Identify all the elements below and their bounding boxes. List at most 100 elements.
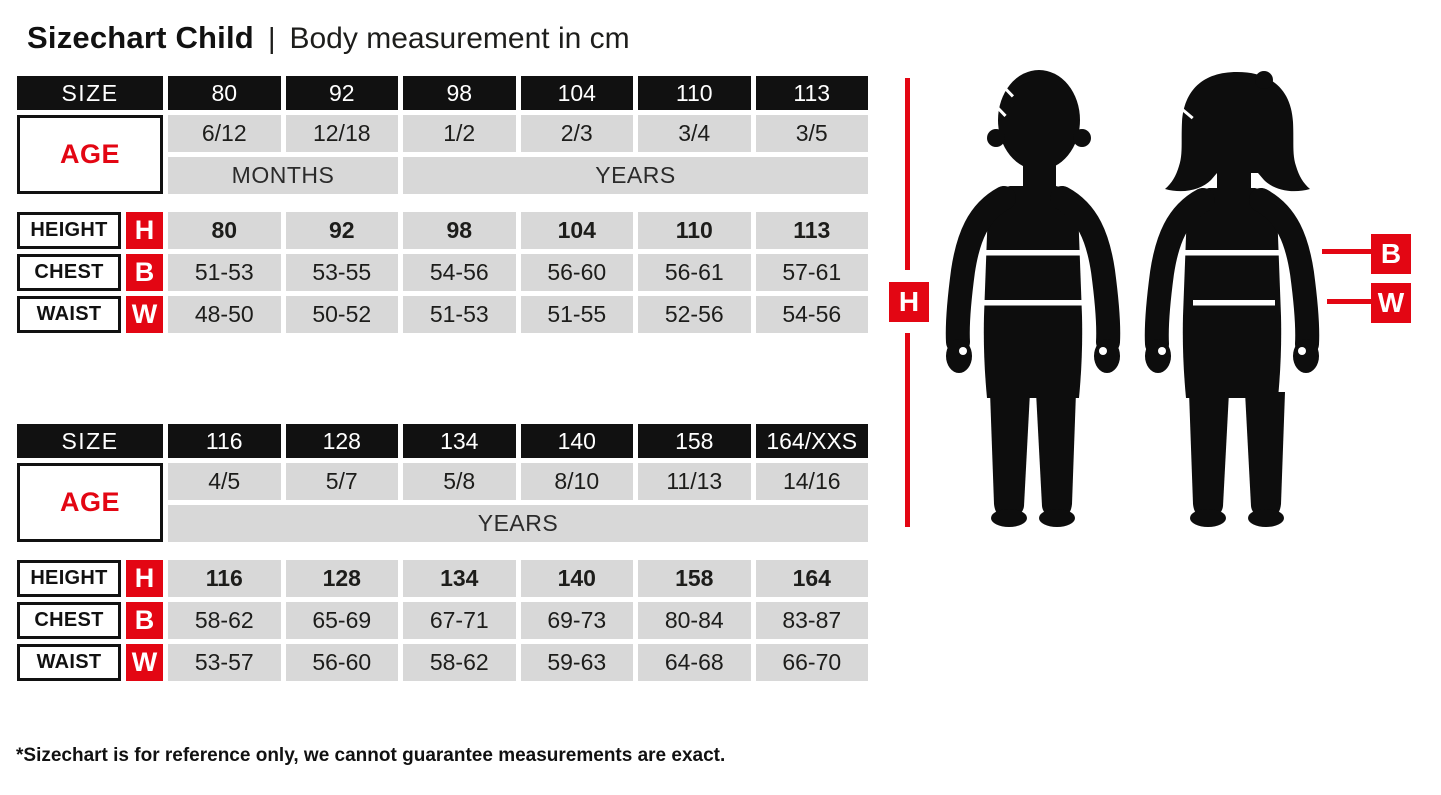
height-label: HEIGHT [17,212,121,249]
chest-abbr-badge: B [126,254,163,291]
height-measure-line-top [905,78,910,270]
age-value: 5/7 [285,463,398,500]
height-value: 158 [638,560,751,597]
height-row-label: HEIGHT H [17,212,163,249]
chest-value: 51-53 [168,254,281,291]
disclaimer-text: *Sizechart is for reference only, we can… [16,745,726,766]
size-value: 116 [168,424,281,458]
waist-value: 56-60 [285,644,398,681]
age-unit-years: YEARS [403,157,868,194]
waist-value: 66-70 [755,644,868,681]
size-table-small: SIZE 80 92 98 104 110 113 AGE 6/12 12/18… [17,76,868,333]
size-value: 164/XXS [755,424,868,458]
chest-label: CHEST [17,254,121,291]
size-value: 140 [520,424,633,458]
size-header-label: SIZE [17,424,163,458]
size-value: 128 [285,424,398,458]
chest-row-label: CHEST B [17,602,163,639]
age-value: 3/5 [755,115,868,152]
age-value: 4/5 [168,463,281,500]
waist-row-label: WAIST W [17,644,163,681]
chest-value: 57-61 [755,254,868,291]
page-header: Sizechart Child | Body measurement in cm [27,20,630,56]
chest-value: 56-60 [520,254,633,291]
size-value: 104 [520,76,633,110]
waist-value: 52-56 [638,296,751,333]
waist-value: 51-55 [520,296,633,333]
age-value: 14/16 [755,463,868,500]
chest-value: 58-62 [168,602,281,639]
age-value: 8/10 [520,463,633,500]
height-measure-badge: H [889,282,929,322]
size-value: 98 [403,76,516,110]
age-value: 6/12 [168,115,281,152]
height-value: 80 [168,212,281,249]
waist-row-label: WAIST W [17,296,163,333]
size-value: 134 [403,424,516,458]
height-value: 128 [285,560,398,597]
chest-value: 54-56 [403,254,516,291]
chest-value: 69-73 [520,602,633,639]
height-value: 92 [285,212,398,249]
age-header-label: AGE [17,115,163,194]
boy-silhouette-icon [945,70,1121,527]
height-value: 104 [520,212,633,249]
age-value: 11/13 [638,463,751,500]
height-value: 116 [168,560,281,597]
chest-value: 53-55 [285,254,398,291]
chest-measure-line [1322,249,1371,254]
height-abbr-badge: H [126,212,163,249]
height-value: 164 [755,560,868,597]
waist-value: 58-62 [403,644,516,681]
page-title: Sizechart Child [27,20,254,55]
age-unit-months: MONTHS [168,157,398,194]
age-value: 3/4 [638,115,751,152]
waist-value: 50-52 [285,296,398,333]
waist-value: 59-63 [520,644,633,681]
age-value: 2/3 [520,115,633,152]
chest-value: 83-87 [755,602,868,639]
waist-measure-badge: W [1371,283,1411,323]
age-value: 1/2 [403,115,516,152]
waist-label: WAIST [17,644,121,681]
chest-value: 80-84 [638,602,751,639]
girl-silhouette-icon [1144,71,1320,527]
age-value: 12/18 [285,115,398,152]
height-label: HEIGHT [17,560,121,597]
size-value: 110 [638,76,751,110]
age-header-label: AGE [17,463,163,542]
size-header-label: SIZE [17,76,163,110]
chest-measure-badge: B [1371,234,1411,274]
height-abbr-badge: H [126,560,163,597]
height-value: 113 [755,212,868,249]
height-value: 140 [520,560,633,597]
size-table-large: SIZE 116 128 134 140 158 164/XXS AGE 4/5… [17,424,868,681]
waist-measure-line [1327,299,1371,304]
height-measure-line-bottom [905,333,910,527]
chest-value: 56-61 [638,254,751,291]
chest-abbr-badge: B [126,602,163,639]
height-value: 110 [638,212,751,249]
size-value: 113 [755,76,868,110]
size-value: 80 [168,76,281,110]
waist-abbr-badge: W [126,296,163,333]
chest-row-label: CHEST B [17,254,163,291]
title-separator: | [267,23,276,55]
waist-value: 54-56 [755,296,868,333]
size-value: 158 [638,424,751,458]
height-row-label: HEIGHT H [17,560,163,597]
page-subtitle: Body measurement in cm [289,22,630,55]
waist-label: WAIST [17,296,121,333]
chest-value: 67-71 [403,602,516,639]
waist-value: 51-53 [403,296,516,333]
age-unit-years: YEARS [168,505,868,542]
height-value: 134 [403,560,516,597]
age-value: 5/8 [403,463,516,500]
waist-value: 64-68 [638,644,751,681]
waist-value: 53-57 [168,644,281,681]
size-value: 92 [285,76,398,110]
chest-label: CHEST [17,602,121,639]
height-value: 98 [403,212,516,249]
waist-abbr-badge: W [126,644,163,681]
